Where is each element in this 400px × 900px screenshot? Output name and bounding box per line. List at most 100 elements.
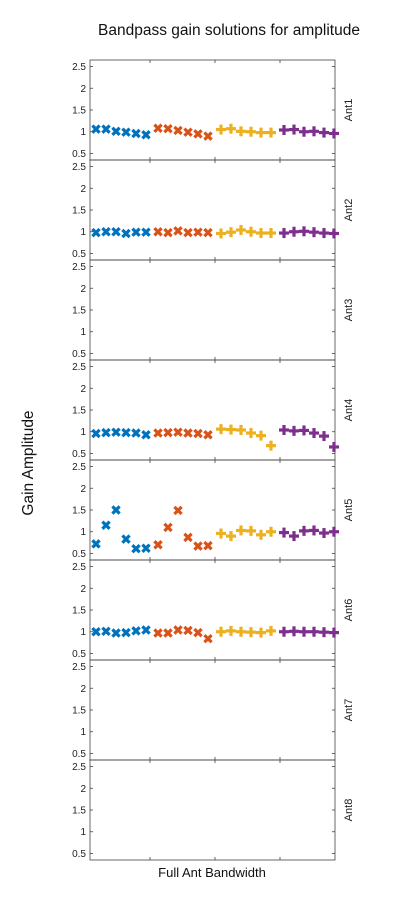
chart-title: Bandpass gain solutions for amplitude: [98, 22, 360, 39]
panel-ant4: 0.5 1 1.5 2 2.5 Ant4: [72, 359, 355, 461]
data-point-plus-marker: [216, 424, 226, 435]
marker-stroke: [121, 127, 131, 137]
y-tick-label: 1.5: [72, 206, 86, 217]
data-point-plus-marker: [329, 627, 339, 638]
data-point-x-marker: [153, 428, 163, 438]
data-point-plus-marker: [289, 226, 299, 237]
y-tick-label: 1.5: [72, 506, 86, 517]
y-tick-label: 1: [80, 327, 86, 338]
panel-frame: [89, 559, 336, 661]
data-point-plus-marker: [246, 126, 256, 137]
marker-stroke: [141, 227, 151, 237]
y-tick-label: 2.5: [72, 262, 86, 273]
data-point-plus-marker: [319, 627, 329, 638]
data-point-x-marker: [153, 628, 163, 638]
marker-stroke: [193, 541, 203, 551]
data-point-plus-marker: [309, 227, 319, 238]
marker-stroke: [111, 427, 121, 437]
y-tick-label: 2: [80, 84, 86, 95]
data-point-x-marker: [121, 127, 131, 137]
y-tick-label: 2.5: [72, 762, 86, 773]
y-tick-label: 1.5: [72, 706, 86, 717]
data-point-plus-marker: [226, 424, 236, 435]
data-point-x-marker: [101, 124, 111, 134]
data-point-x-marker: [141, 625, 151, 635]
data-point-x-marker: [91, 124, 101, 134]
data-point-plus-marker: [236, 225, 246, 235]
y-axis-label: Gain Amplitude: [20, 410, 37, 515]
panel-ant2: 0.5 1 1.5 2 2.5 Ant2: [72, 159, 355, 261]
y-tick-label: 2: [80, 284, 86, 295]
y-tick-label: 1: [80, 127, 86, 138]
data-point-x-marker: [153, 123, 163, 133]
y-tick-label: 0.5: [72, 349, 86, 360]
data-point-x-marker: [203, 430, 213, 440]
y-tick-label: 0.5: [72, 849, 86, 860]
data-point-x-marker: [193, 428, 203, 439]
data-point-x-marker: [173, 226, 183, 236]
data-point-plus-marker: [216, 528, 226, 539]
y-tick-label: 2.5: [72, 562, 86, 573]
data-point-plus-marker: [226, 123, 236, 134]
marker-stroke: [111, 227, 121, 237]
marker-stroke: [163, 628, 173, 638]
data-point-plus-marker: [279, 228, 289, 239]
panels-group: 0.5 1 1.5 2 2.5 Ant1 0.5 1 1.5 2 2.5 Ant2 0.5 1 1.5 2 2.…: [72, 59, 355, 861]
data-point-plus-marker: [226, 227, 236, 238]
data-point-plus-marker: [299, 126, 309, 137]
data-point-plus-marker: [319, 228, 329, 239]
data-point-x-marker: [131, 626, 141, 636]
data-point-plus-marker: [246, 525, 256, 536]
data-point-x-marker: [193, 129, 203, 139]
data-point-plus-marker: [319, 431, 329, 442]
data-point-x-marker: [193, 541, 203, 551]
y-tick-label: 2: [80, 584, 86, 595]
panel-ant7: 0.5 1 1.5 2 2.5 Ant7: [72, 659, 355, 761]
y-tick-label: 2.5: [72, 462, 86, 473]
x-axis-label: Full Ant Bandwidth: [158, 865, 266, 880]
data-point-plus-marker: [216, 124, 226, 135]
data-point-x-marker: [91, 227, 101, 238]
marker-stroke: [121, 228, 131, 239]
data-point-plus-marker: [289, 626, 299, 637]
marker-stroke: [193, 428, 203, 439]
data-point-plus-marker: [299, 425, 309, 436]
data-point-plus-marker: [309, 428, 319, 439]
data-point-x-marker: [153, 227, 163, 237]
marker-stroke: [131, 128, 141, 139]
marker-stroke: [141, 625, 151, 635]
antenna-label: Ant7: [343, 699, 355, 722]
y-tick-label: 2: [80, 684, 86, 695]
data-point-plus-marker: [266, 127, 276, 138]
data-point-plus-marker: [216, 228, 226, 239]
data-point-x-marker: [111, 505, 121, 515]
data-point-plus-marker: [226, 625, 236, 636]
panel-ant8: 0.5 1 1.5 2 2.5 Ant8: [72, 759, 355, 861]
antenna-label: Ant8: [343, 799, 355, 822]
data-point-plus-marker: [266, 440, 276, 451]
data-point-x-marker: [173, 625, 183, 635]
data-point-plus-marker: [309, 626, 319, 637]
y-tick-label: 2.5: [72, 62, 86, 73]
panel-frame: [89, 759, 336, 861]
y-tick-label: 2: [80, 384, 86, 395]
data-point-plus-marker: [256, 627, 266, 638]
y-tick-label: 2: [80, 184, 86, 195]
marker-stroke: [131, 428, 141, 438]
data-point-plus-marker: [256, 430, 266, 441]
data-point-x-marker: [173, 505, 183, 516]
y-tick-label: 1.5: [72, 306, 86, 317]
marker-stroke: [203, 430, 213, 440]
antenna-label: Ant6: [343, 599, 355, 622]
data-point-x-marker: [203, 131, 213, 141]
data-point-plus-marker: [256, 127, 266, 138]
data-point-plus-marker: [289, 425, 299, 436]
y-tick-label: 2: [80, 784, 86, 795]
marker-stroke: [183, 127, 193, 137]
marker-stroke: [173, 427, 183, 437]
y-tick-label: 2.5: [72, 162, 86, 173]
panel-frame: [89, 459, 336, 561]
data-point-plus-marker: [299, 525, 309, 536]
data-point-plus-marker: [266, 228, 276, 239]
marker-stroke: [91, 539, 101, 549]
